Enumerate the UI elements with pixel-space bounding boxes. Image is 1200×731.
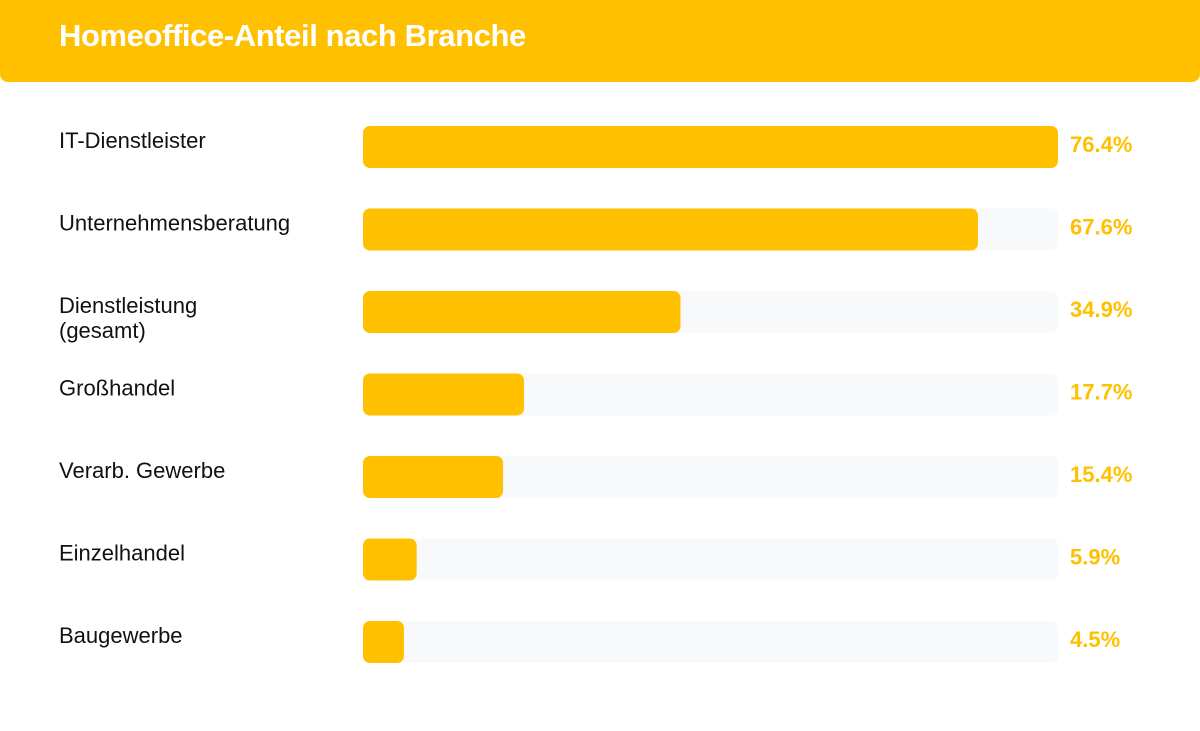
value-label: 67.6% <box>1070 215 1132 240</box>
bar <box>363 373 525 416</box>
bar <box>363 621 404 663</box>
bar-track <box>363 538 1058 581</box>
value-label: 5.9% <box>1070 545 1120 570</box>
bar-row: Unternehmensberatung 67.6% <box>59 208 1132 251</box>
value-label: 34.9% <box>1070 297 1132 322</box>
bar <box>363 126 1058 168</box>
chart-header: Homeoffice-Anteil nach Branche <box>0 0 1200 82</box>
value-label: 17.7% <box>1070 380 1132 405</box>
bar-track <box>363 456 1058 498</box>
category-label: IT-Dienstleister <box>59 128 206 153</box>
category-label: Baugewerbe <box>59 623 183 648</box>
bar-row: IT-Dienstleister 76.4% <box>59 126 1132 168</box>
bar-track <box>363 621 1058 663</box>
bar-track <box>363 373 1058 416</box>
category-label: Verarb. Gewerbe <box>59 458 225 483</box>
category-label: Dienstleistung (gesamt) <box>59 293 197 343</box>
value-label: 15.4% <box>1070 462 1132 487</box>
bar-row: Verarb. Gewerbe 15.4% <box>59 456 1132 498</box>
bar-row: Einzelhandel 5.9% <box>59 538 1120 581</box>
bar <box>363 456 504 498</box>
bar-row: Dienstleistung (gesamt) 34.9% <box>59 291 1132 343</box>
category-label: Einzelhandel <box>59 541 185 566</box>
bar-row: Baugewerbe 4.5% <box>59 621 1120 663</box>
bar-row: Großhandel 17.7% <box>59 373 1132 416</box>
bar <box>363 291 681 333</box>
chart-title: Homeoffice-Anteil nach Branche <box>59 18 526 53</box>
category-label: Großhandel <box>59 376 175 401</box>
value-label: 76.4% <box>1070 132 1132 157</box>
bar <box>363 208 978 251</box>
bar <box>363 538 417 581</box>
category-label: Unternehmensberatung <box>59 211 290 236</box>
value-label: 4.5% <box>1070 627 1120 652</box>
